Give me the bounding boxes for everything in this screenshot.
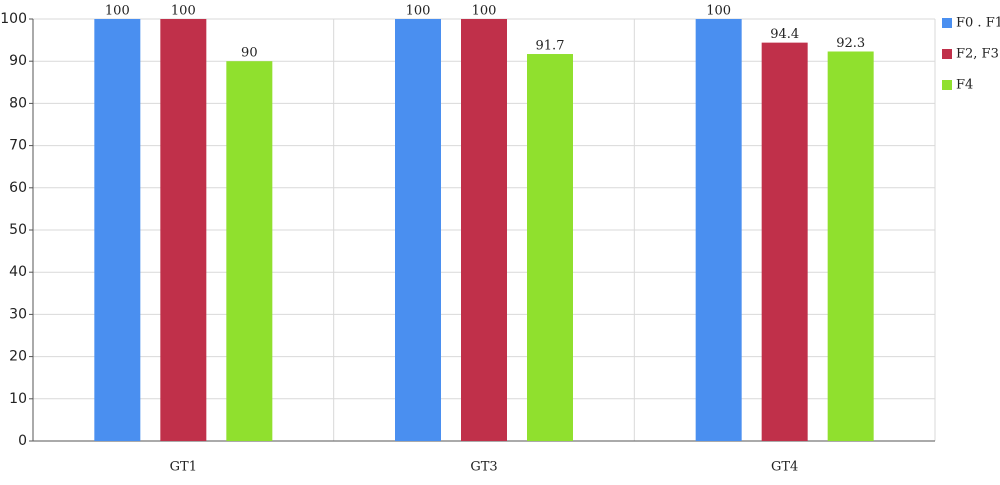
data-label: 90 (241, 46, 258, 61)
legend-swatch (942, 49, 952, 59)
x-tick-label: GT3 (470, 460, 497, 475)
y-tick-label: 10 (9, 391, 27, 407)
legend-label: F2, F3 (956, 47, 999, 62)
legend-label: F4 (956, 78, 973, 93)
bar (160, 19, 207, 441)
bar (761, 42, 808, 442)
y-tick-label: 50 (9, 222, 27, 238)
y-tick-label: 100 (0, 11, 27, 27)
data-label: 100 (105, 4, 130, 19)
legend-swatch (942, 18, 952, 28)
bar (94, 19, 141, 441)
data-label: 100 (472, 4, 497, 19)
y-tick-label: 70 (9, 138, 27, 154)
bar (461, 19, 507, 441)
legend-label: F0 . F1 (956, 16, 1000, 31)
data-label: 100 (706, 4, 731, 19)
bar (226, 61, 273, 441)
bar (827, 51, 874, 442)
data-label: 91.7 (536, 39, 565, 54)
y-tick-label: 40 (9, 264, 27, 280)
y-tick-label: 20 (9, 349, 27, 365)
data-label: 92.3 (836, 36, 865, 51)
x-tick-label: GT1 (170, 460, 197, 475)
x-tick-label: GT4 (771, 460, 798, 475)
bar (695, 19, 742, 441)
data-label: 100 (171, 4, 196, 19)
bar (527, 54, 573, 441)
y-tick-label: 30 (9, 306, 27, 322)
y-tick-label: 60 (9, 180, 27, 196)
bar (395, 19, 441, 441)
y-tick-label: 90 (9, 53, 27, 69)
legend-swatch (942, 80, 952, 90)
data-label: 100 (406, 4, 431, 19)
y-tick-label: 0 (18, 433, 27, 449)
data-label: 94.4 (770, 27, 799, 42)
y-tick-label: 80 (9, 95, 27, 111)
